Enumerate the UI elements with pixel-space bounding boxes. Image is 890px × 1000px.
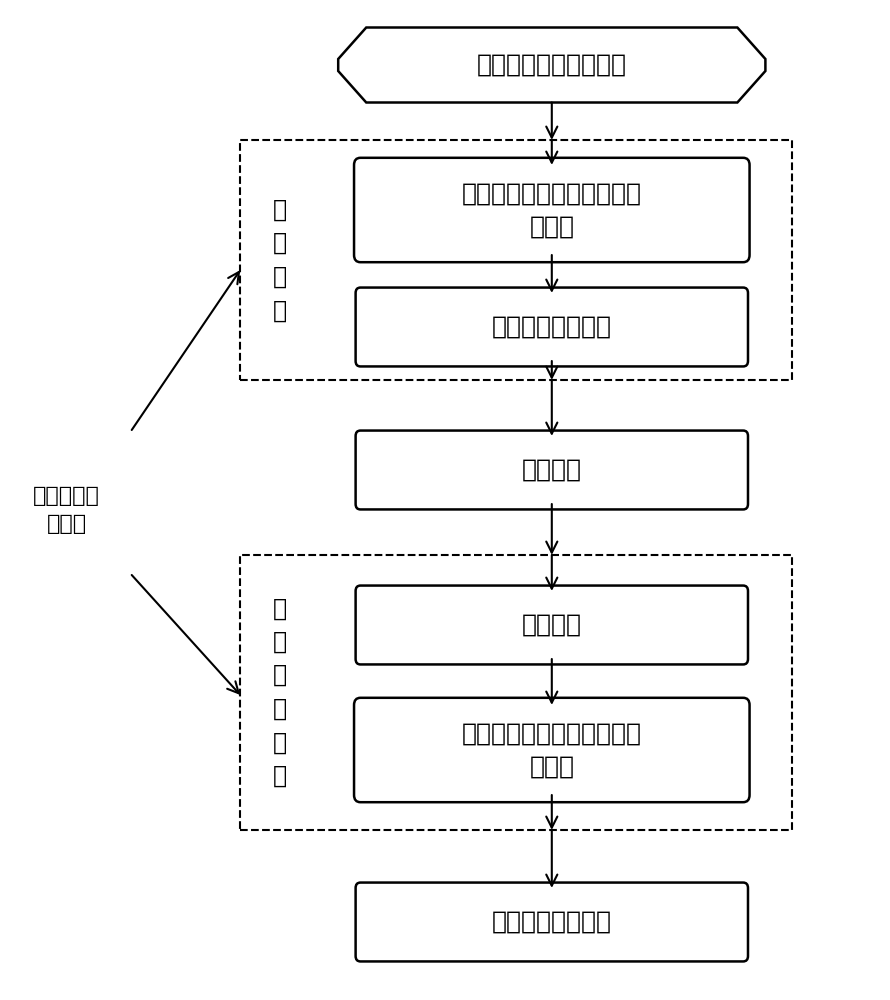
Text: 真正执行提交作业: 真正执行提交作业 (492, 315, 611, 339)
FancyBboxPatch shape (354, 158, 749, 262)
FancyBboxPatch shape (356, 288, 748, 366)
FancyBboxPatch shape (356, 431, 748, 509)
Text: 用户查看计算结果: 用户查看计算结果 (492, 910, 611, 934)
Text: 计算结束: 计算结束 (522, 613, 582, 637)
FancyBboxPatch shape (354, 698, 749, 802)
Text: 结
果
数
据
回
传: 结 果 数 据 回 传 (273, 596, 287, 788)
Bar (240, 140, 792, 380)
Text: 作业拷贝回
传装置: 作业拷贝回 传装置 (33, 486, 101, 534)
Text: 提
交
作
业: 提 交 作 业 (273, 198, 287, 322)
Text: 用户工作在在线存储层: 用户工作在在线存储层 (477, 53, 627, 77)
Text: 自动将作业数据同步到高速
存储层: 自动将作业数据同步到高速 存储层 (462, 181, 642, 239)
Text: 将运行结果数据回传到在线
存储层: 将运行结果数据回传到在线 存储层 (462, 721, 642, 779)
Polygon shape (338, 27, 765, 102)
Text: 作业运行: 作业运行 (522, 458, 582, 482)
FancyBboxPatch shape (356, 883, 748, 961)
Bar (240, 555, 792, 830)
FancyBboxPatch shape (356, 586, 748, 664)
